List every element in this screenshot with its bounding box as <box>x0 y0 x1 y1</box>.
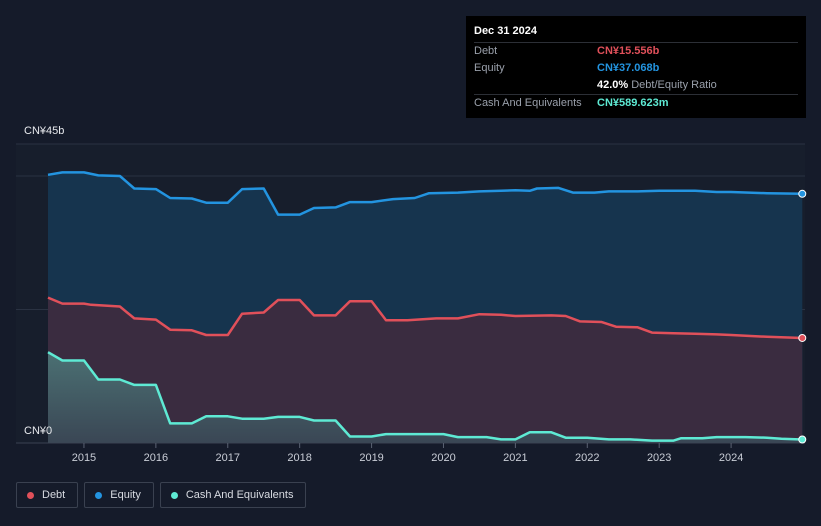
tooltip-row-debt: Debt CN¥15.556b <box>474 42 798 60</box>
tooltip-row-ratio: 42.0% Debt/Equity Ratio <box>474 77 798 94</box>
x-axis-ticks: 2015 2016 2017 2018 2019 2020 2021 2022 2023 2024 <box>72 443 743 464</box>
x-tick-label: 2023 <box>647 452 671 464</box>
tooltip-ratio-label <box>474 77 597 94</box>
x-tick-label: 2024 <box>719 452 743 464</box>
x-tick-label: 2018 <box>287 452 311 464</box>
legend-dot-debt <box>27 491 34 499</box>
area-cash-and-equivalents <box>48 352 803 443</box>
line-cash-and-equivalents <box>47 351 803 442</box>
area-debt <box>48 297 803 443</box>
legend-item-cash[interactable]: Cash And Equivalents <box>159 482 307 508</box>
legend: Debt Equity Cash And Equivalents <box>16 482 307 508</box>
tooltip: Dec 31 2024 Debt CN¥15.556b Equity CN¥37… <box>466 16 806 118</box>
x-tick-label: 2017 <box>216 452 240 464</box>
series-endpoints <box>798 189 807 444</box>
legend-item-debt[interactable]: Debt <box>16 482 79 508</box>
legend-dot-cash <box>170 491 178 499</box>
tooltip-ratio-suffix: Debt/Equity Ratio <box>631 79 717 91</box>
y-axis-top-label: CN¥45b <box>24 125 65 137</box>
tooltip-date: Dec 31 2024 <box>474 25 537 37</box>
tooltip-cash-value: CN¥589.623m <box>597 97 669 109</box>
tooltip-debt-value: CN¥15.556b <box>597 45 660 57</box>
tooltip-cash-label: Cash And Equivalents <box>474 97 582 109</box>
legend-label-debt: Debt <box>42 489 66 501</box>
legend-label-equity: Equity <box>110 489 141 501</box>
legend-label-cash: Cash And Equivalents <box>185 489 294 501</box>
line-debt <box>47 296 803 340</box>
tooltip-row-cash: Cash And Equivalents CN¥589.623m <box>474 94 798 112</box>
tooltip-row-equity: Equity CN¥37.068b <box>474 60 798 77</box>
x-tick-label: 2021 <box>503 452 527 464</box>
tooltip-equity-value: CN¥37.068b <box>597 62 660 74</box>
endpoint-debt <box>798 333 807 342</box>
tooltip-ratio-value: 42.0% Debt/Equity Ratio <box>597 79 717 91</box>
x-tick-label: 2019 <box>359 452 383 464</box>
y-axis-bottom-label: CN¥0 <box>24 425 53 437</box>
endpoint-equity <box>798 189 807 198</box>
x-tick-label: 2016 <box>144 452 168 464</box>
x-tick-label: 2020 <box>431 452 455 464</box>
series-areas <box>48 172 803 443</box>
endpoint-cash-and-equivalents <box>798 435 807 444</box>
series-lines <box>47 171 803 442</box>
tooltip-equity-label: Equity <box>474 62 505 74</box>
legend-item-equity[interactable]: Equity <box>84 482 154 508</box>
tooltip-debt-label: Debt <box>474 45 498 57</box>
x-tick-label: 2022 <box>575 452 599 464</box>
line-equity <box>47 171 803 216</box>
x-tick-label: 2015 <box>72 452 96 464</box>
legend-dot-equity <box>95 491 103 499</box>
